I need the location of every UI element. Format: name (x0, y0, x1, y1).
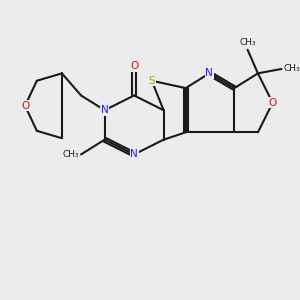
Text: N: N (206, 68, 213, 78)
Text: O: O (21, 101, 29, 111)
Text: N: N (130, 149, 138, 159)
Text: N: N (101, 105, 109, 115)
Text: CH₃: CH₃ (62, 150, 79, 159)
Text: CH₃: CH₃ (239, 38, 256, 47)
Text: CH₃: CH₃ (284, 64, 300, 74)
Text: O: O (268, 98, 277, 108)
Text: S: S (148, 76, 155, 86)
Text: O: O (130, 61, 138, 71)
